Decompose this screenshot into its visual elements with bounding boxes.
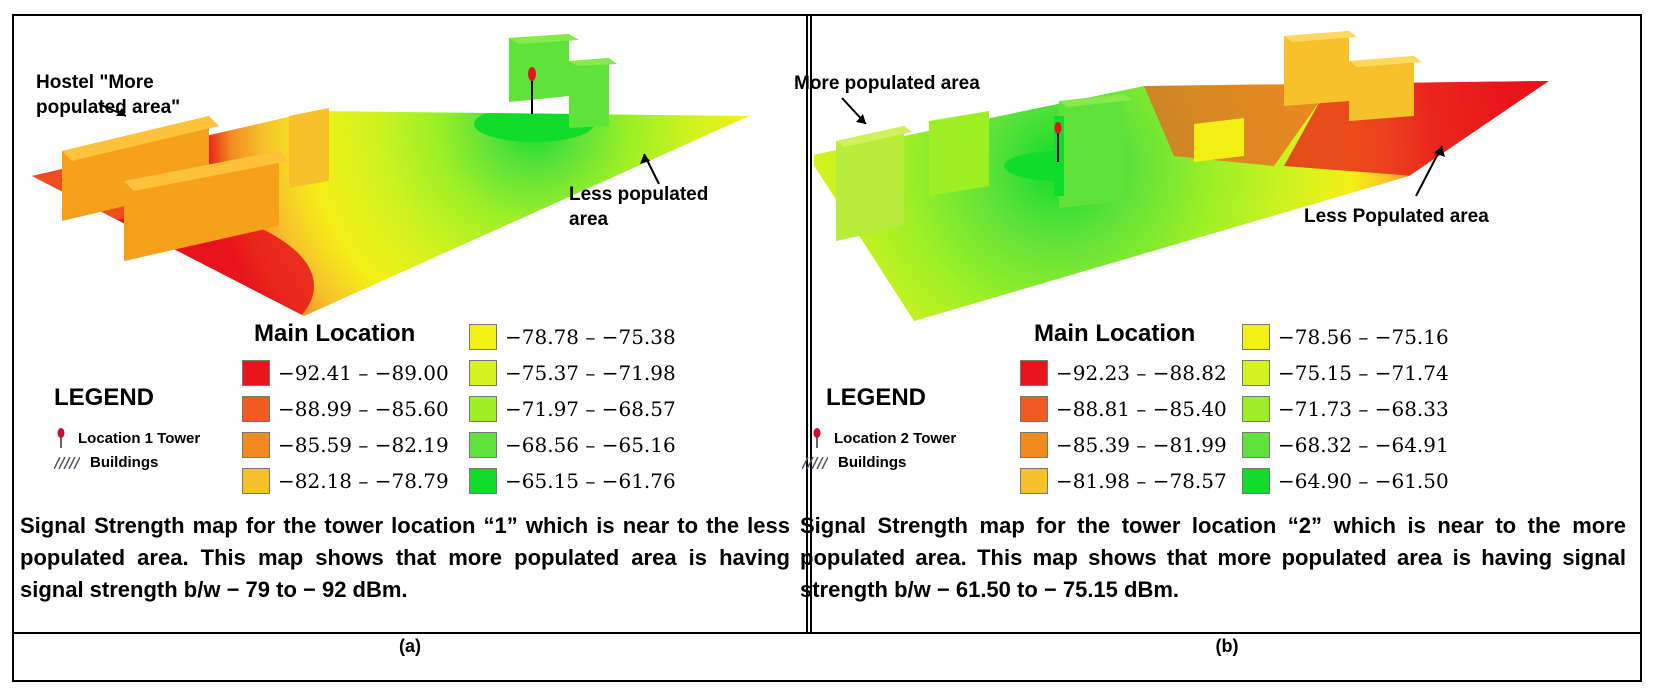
panel-divider [806,14,812,634]
legend-range-item: −82.18 – −78.79 [242,468,449,494]
legend-swatch [242,468,270,494]
legend-swatch [1242,432,1270,458]
legend-range-label: −71.73 – −68.33 [1278,397,1449,421]
buildings-legend-item: Buildings [54,454,158,471]
legend-swatch [242,396,270,422]
legend-title: LEGEND [826,384,927,411]
tower-legend-label: Location 1 Tower [78,429,201,447]
legend-range-item: −64.90 – −61.50 [1242,468,1449,494]
legend-swatch [1020,468,1048,494]
legend-swatch [1020,360,1048,386]
legend-range-item: −92.23 – −88.82 [1020,360,1227,386]
legend-range-label: −68.56 – −65.16 [505,433,676,457]
legend-range-item: −81.98 – −78.57 [1020,468,1227,494]
legend-range-label: −88.99 – −85.60 [278,397,449,421]
legend-range-item: −71.73 – −68.33 [1242,396,1449,422]
tower-legend-item: Location 2 Tower [810,428,956,448]
legend-range-label: −64.90 – −61.50 [1278,469,1449,493]
legend-range-label: −68.32 – −64.91 [1278,433,1449,457]
legend-range-item: −68.56 – −65.16 [469,432,676,458]
legend-range-label: −81.98 – −78.57 [1056,469,1227,493]
legend-range-label: −85.59 – −82.19 [278,433,449,457]
legend-range-label: −88.81 – −85.40 [1056,397,1227,421]
caption-a: Signal Strength map for the tower locati… [20,513,790,602]
legend-swatch [469,360,497,386]
tower-marker-icon [57,428,65,448]
annotation-more-populated: More populated area [794,73,980,94]
figure-frame [12,14,1642,682]
legend-swatch [1242,396,1270,422]
sublabel-b: (b) [1215,636,1239,656]
legend-range-label: −71.97 – −68.57 [505,397,676,421]
tower-legend-label: Location 2 Tower [834,429,957,447]
legend-swatch [1242,468,1270,494]
legend-swatch [242,432,270,458]
annotation-less-populated: Less Populated area [1304,206,1489,227]
tower-1-icon [528,67,536,81]
hatch-icon [802,456,828,469]
legend-range-item: −92.41 – −89.00 [242,360,449,386]
legend-swatch [469,324,497,350]
legend-range-item: −75.37 – −71.98 [469,360,676,386]
tower-marker-icon [813,428,821,448]
main-location-title: Main Location [254,320,416,347]
legend-range-item: −65.15 – −61.76 [469,468,676,494]
buildings-legend-label: Buildings [90,454,159,471]
legend-swatch [469,432,497,458]
caption-divider [12,632,1642,634]
legend-range-label: −78.56 – −75.16 [1278,325,1449,349]
legend-range-item: −85.59 – −82.19 [242,432,449,458]
legend-range-item: −88.99 – −85.60 [242,396,449,422]
legend-swatch [469,396,497,422]
legend-range-label: −75.37 – −71.98 [505,361,676,385]
legend-range-item: −68.32 – −64.91 [1242,432,1449,458]
legend-swatch [1242,360,1270,386]
panel-a: Hostel "More populated area" Less popula… [14,16,804,630]
legend-range-label: −85.39 – −81.99 [1056,433,1227,457]
signal-map-a [32,34,749,316]
hostel-buildings [62,108,329,261]
legend-range-label: −82.18 – −78.79 [278,469,449,493]
legend-swatch [1020,432,1048,458]
main-location-title: Main Location [1034,320,1196,347]
legend-range-label: −92.41 – −89.00 [278,361,449,385]
legend-range-label: −65.15 – −61.76 [505,469,676,493]
legend-range-item: −75.15 – −71.74 [1242,360,1449,386]
buildings-legend-item: Buildings [802,454,906,471]
tower-legend-item: Location 1 Tower [54,428,200,448]
legend-swatch [1020,396,1048,422]
caption-b: Signal Strength map for the tower locati… [800,513,1626,602]
annotation-less-populated: Less populated area [569,184,709,230]
legend-range-label: −78.78 – −75.38 [505,325,676,349]
legend-title: LEGEND [54,384,155,411]
legend-swatch [242,360,270,386]
legend-range-label: −75.15 – −71.74 [1278,361,1449,385]
annotation-hostel: Hostel "More populated area" [36,72,181,118]
legend-range-item: −78.78 – −75.38 [469,324,676,350]
legend-range-item: −78.56 – −75.16 [1242,324,1449,350]
tower-buildings [509,34,617,128]
legend-range-item: −88.81 – −85.40 [1020,396,1227,422]
legend-swatch [469,468,497,494]
legend-range-label: −92.23 – −88.82 [1056,361,1227,385]
dorm-buildings [836,31,1422,241]
panel-b: More populated area Less Populated area … [794,16,1640,630]
buildings-legend-label: Buildings [838,454,907,471]
tower-2-icon [1054,122,1062,134]
signal-map-b [814,31,1549,321]
legend-swatch [1242,324,1270,350]
hatch-icon [54,456,80,469]
sublabel-a: (a) [399,636,421,656]
legend-range-item: −71.97 – −68.57 [469,396,676,422]
legend-range-item: −85.39 – −81.99 [1020,432,1227,458]
